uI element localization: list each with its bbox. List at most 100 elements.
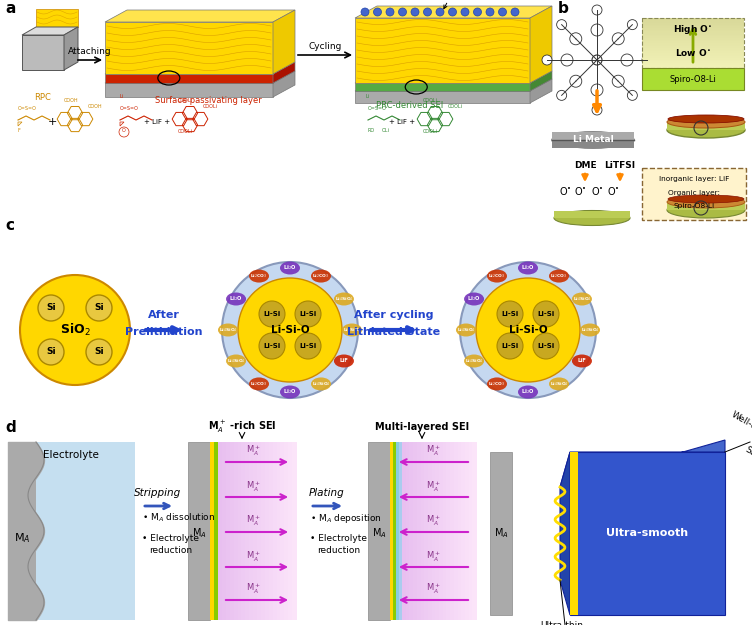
Bar bbox=[642, 66, 744, 69]
Bar bbox=[234, 442, 238, 620]
Circle shape bbox=[374, 8, 381, 16]
Text: a: a bbox=[5, 1, 15, 16]
Text: Li$_4$SiO$_4$: Li$_4$SiO$_4$ bbox=[581, 326, 599, 334]
Text: Li$_2$CO$_3$: Li$_2$CO$_3$ bbox=[250, 380, 268, 388]
Text: M$_A$: M$_A$ bbox=[192, 526, 206, 540]
Text: Li$_4$SiO$_4$: Li$_4$SiO$_4$ bbox=[312, 380, 330, 388]
Ellipse shape bbox=[552, 132, 634, 148]
Bar bbox=[413, 442, 417, 620]
Circle shape bbox=[499, 8, 507, 16]
Polygon shape bbox=[570, 452, 578, 615]
Polygon shape bbox=[273, 10, 295, 74]
Text: O$^•$: O$^•$ bbox=[574, 186, 587, 198]
Text: reduction: reduction bbox=[149, 546, 192, 555]
Bar bbox=[288, 442, 293, 620]
Bar bbox=[214, 442, 218, 620]
Ellipse shape bbox=[668, 195, 744, 203]
Text: Li-Si: Li-Si bbox=[263, 343, 280, 349]
Text: M$_A^+$: M$_A^+$ bbox=[246, 514, 260, 529]
Text: Spiro-O8-Li: Spiro-O8-Li bbox=[669, 74, 717, 84]
Bar bbox=[642, 58, 744, 60]
Bar bbox=[552, 140, 634, 148]
Bar bbox=[642, 28, 744, 30]
Circle shape bbox=[556, 19, 567, 29]
Text: M$_A$: M$_A$ bbox=[371, 526, 387, 540]
Circle shape bbox=[497, 301, 523, 327]
Bar bbox=[457, 442, 462, 620]
Text: Well-defined: Well-defined bbox=[730, 410, 752, 446]
Text: M$_A^+$: M$_A^+$ bbox=[246, 479, 260, 494]
Text: Surface passivating layer: Surface passivating layer bbox=[155, 96, 262, 105]
Circle shape bbox=[295, 301, 321, 327]
Text: Li$_4$SiO$_4$: Li$_4$SiO$_4$ bbox=[343, 326, 361, 334]
Ellipse shape bbox=[667, 122, 745, 138]
Bar bbox=[554, 211, 630, 218]
Text: reduction: reduction bbox=[317, 546, 360, 555]
Circle shape bbox=[592, 55, 602, 65]
Text: After cycling: After cycling bbox=[354, 310, 434, 320]
Bar bbox=[292, 442, 296, 620]
Text: Li$_4$SiO$_4$: Li$_4$SiO$_4$ bbox=[456, 326, 475, 334]
Text: Cycling: Cycling bbox=[308, 42, 341, 51]
Bar bbox=[667, 202, 745, 210]
Bar bbox=[218, 442, 223, 620]
Bar bbox=[667, 122, 745, 130]
Ellipse shape bbox=[249, 269, 269, 282]
Polygon shape bbox=[560, 440, 725, 487]
Ellipse shape bbox=[218, 324, 238, 336]
Bar bbox=[642, 53, 744, 55]
Text: O$^•$: O$^•$ bbox=[607, 186, 620, 198]
Text: Prelithiation: Prelithiation bbox=[126, 327, 203, 337]
Text: Li$_2$O: Li$_2$O bbox=[283, 264, 297, 272]
Bar bbox=[396, 442, 399, 620]
Text: Li-Si: Li-Si bbox=[299, 343, 317, 349]
Bar bbox=[472, 442, 477, 620]
Text: COOH: COOH bbox=[88, 104, 102, 109]
Polygon shape bbox=[22, 27, 78, 35]
Text: COOLi: COOLi bbox=[178, 129, 193, 134]
Circle shape bbox=[570, 75, 582, 88]
Bar bbox=[443, 442, 447, 620]
Circle shape bbox=[436, 8, 444, 16]
Bar bbox=[642, 26, 744, 29]
Ellipse shape bbox=[667, 116, 745, 128]
Text: RPC: RPC bbox=[35, 93, 51, 102]
Bar bbox=[642, 31, 744, 34]
Bar bbox=[642, 39, 744, 42]
Ellipse shape bbox=[668, 115, 744, 123]
Text: • M$_A$ dissolution: • M$_A$ dissolution bbox=[142, 512, 215, 524]
Bar bbox=[642, 56, 744, 59]
Circle shape bbox=[556, 91, 567, 101]
Text: COOLi: COOLi bbox=[447, 104, 462, 109]
Text: Li: Li bbox=[120, 94, 124, 99]
Bar bbox=[642, 33, 744, 35]
Text: O$^•$: O$^•$ bbox=[559, 186, 572, 198]
Bar bbox=[642, 51, 744, 54]
Polygon shape bbox=[355, 18, 530, 83]
Bar bbox=[428, 442, 432, 620]
Bar bbox=[447, 442, 450, 620]
Text: Li$_2$O: Li$_2$O bbox=[229, 294, 243, 304]
Text: LiF: LiF bbox=[578, 359, 587, 364]
Circle shape bbox=[460, 262, 596, 398]
Text: Electrolyte retained: Electrolyte retained bbox=[411, 0, 493, 9]
Circle shape bbox=[20, 275, 130, 385]
Ellipse shape bbox=[554, 211, 630, 226]
Circle shape bbox=[86, 339, 112, 365]
Circle shape bbox=[486, 8, 494, 16]
Polygon shape bbox=[355, 91, 530, 103]
Circle shape bbox=[86, 295, 112, 321]
Ellipse shape bbox=[518, 386, 538, 399]
Text: Li-Si: Li-Si bbox=[502, 311, 519, 317]
Bar bbox=[390, 442, 393, 620]
Text: Li$_2$CO$_3$: Li$_2$CO$_3$ bbox=[489, 272, 505, 280]
Text: Si: Si bbox=[46, 304, 56, 312]
Bar bbox=[435, 442, 439, 620]
Text: COOLi: COOLi bbox=[423, 98, 438, 103]
Bar bbox=[222, 442, 226, 620]
Polygon shape bbox=[570, 452, 725, 615]
Text: Si: Si bbox=[94, 304, 104, 312]
Ellipse shape bbox=[342, 324, 362, 336]
Bar bbox=[450, 442, 454, 620]
Bar bbox=[417, 442, 421, 620]
